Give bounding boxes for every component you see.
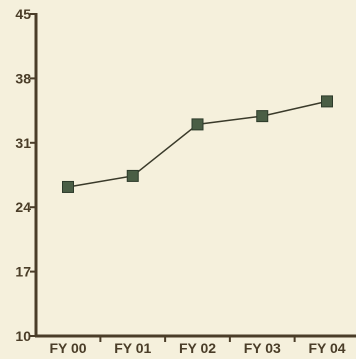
x-tick-label: FY 03 — [244, 340, 281, 354]
y-tick-label: 38 — [15, 70, 31, 86]
axes — [34, 13, 356, 338]
y-tick-label: 45 — [15, 6, 31, 22]
y-tick-label: 31 — [15, 135, 31, 151]
x-tick-label: FY 01 — [114, 340, 151, 354]
series — [62, 95, 333, 193]
data-point-marker — [126, 169, 139, 182]
x-tick-label: FY 04 — [308, 340, 345, 354]
series-line — [67, 100, 328, 188]
data-point-marker — [256, 110, 269, 123]
data-point-marker — [62, 180, 74, 193]
y-tick-label: 17 — [15, 264, 31, 280]
x-tick-label: FY 00 — [49, 340, 86, 354]
x-tick-label: FY 02 — [179, 340, 216, 354]
data-point-marker — [321, 95, 333, 108]
y-tick-label: 10 — [15, 328, 31, 344]
y-tick-label: 24 — [15, 199, 31, 215]
data-point-marker — [191, 118, 204, 131]
x-axis-ticks: FY 00 FY 01 FY 02 FY 03 FY 04 — [49, 336, 346, 356]
y-axis-ticks: 45 38 31 24 17 10 — [15, 6, 36, 344]
